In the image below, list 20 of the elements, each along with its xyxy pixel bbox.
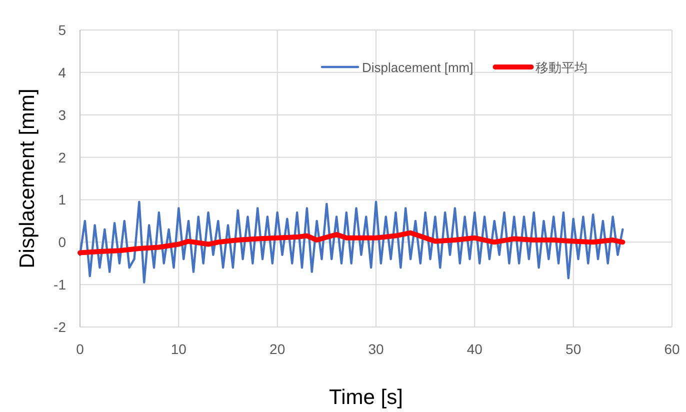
line-series [78, 200, 624, 284]
y-tick-label: 5 [58, 22, 66, 38]
y-tick-label: 1 [58, 192, 66, 208]
y-tick-label: -2 [54, 319, 66, 335]
y-tick-label: 3 [58, 106, 66, 123]
y-tick-label: 2 [58, 149, 66, 166]
x-tick-label: 40 [466, 341, 483, 357]
x-axis-title: Time [s] [329, 386, 403, 409]
x-tick-label: 60 [664, 341, 680, 357]
x-tick-label: 50 [566, 341, 582, 357]
x-tick-label: 20 [270, 341, 286, 357]
y-tick-label: -1 [54, 276, 66, 293]
legend-label: Displacement [mm] [362, 60, 474, 75]
y-axis-title: Displacement [mm] [16, 88, 39, 268]
x-tick-label: 10 [170, 341, 187, 357]
x-tick-label: 30 [368, 341, 384, 357]
y-tick-label: 4 [58, 64, 66, 80]
x-tick-label: 0 [76, 341, 84, 357]
legend-label: 移動平均 [535, 60, 588, 75]
y-tick-label: 0 [58, 234, 66, 250]
